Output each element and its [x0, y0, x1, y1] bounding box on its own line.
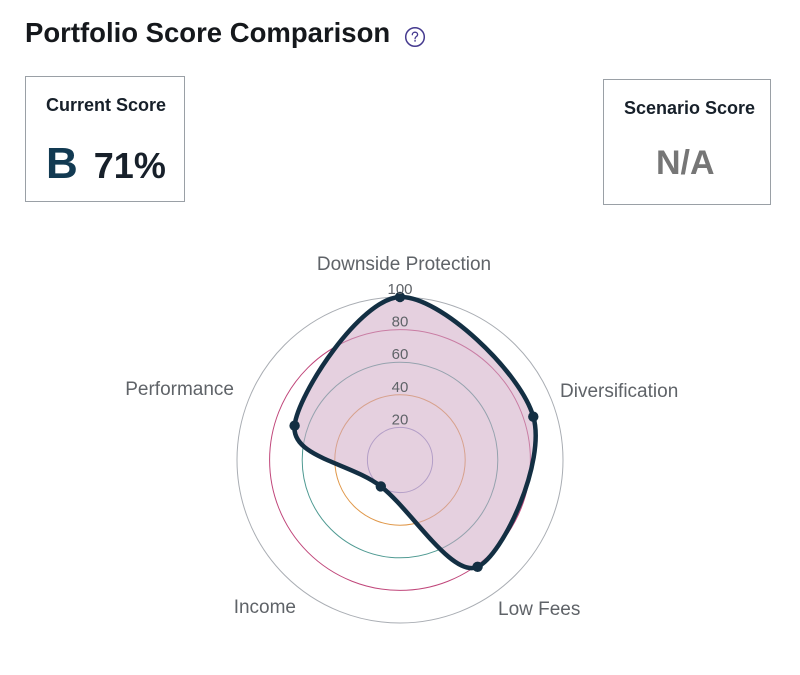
- svg-text:20: 20: [392, 411, 409, 428]
- svg-text:Performance: Performance: [125, 379, 234, 400]
- svg-text:40: 40: [392, 379, 409, 396]
- svg-text:Low Fees: Low Fees: [498, 599, 580, 620]
- svg-text:60: 60: [392, 346, 409, 363]
- svg-text:Income: Income: [234, 597, 296, 618]
- svg-text:Diversification: Diversification: [560, 381, 678, 402]
- svg-text:100: 100: [387, 281, 412, 298]
- svg-text:Downside Protection: Downside Protection: [317, 254, 491, 275]
- svg-text:80: 80: [392, 314, 409, 331]
